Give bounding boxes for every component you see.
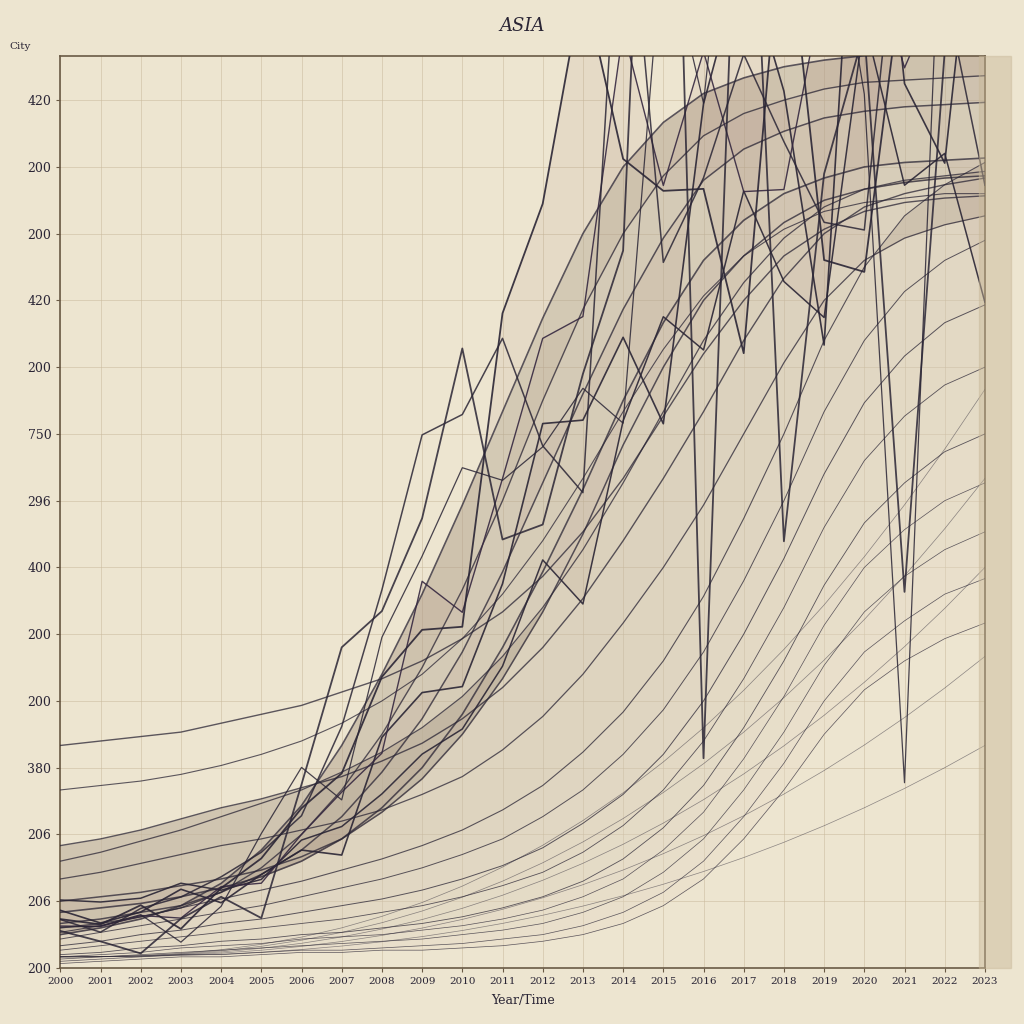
Text: City: City xyxy=(9,42,31,51)
Bar xyxy=(979,55,1011,968)
X-axis label: Year/Time: Year/Time xyxy=(490,994,554,1008)
Title: ASIA: ASIA xyxy=(500,16,546,35)
